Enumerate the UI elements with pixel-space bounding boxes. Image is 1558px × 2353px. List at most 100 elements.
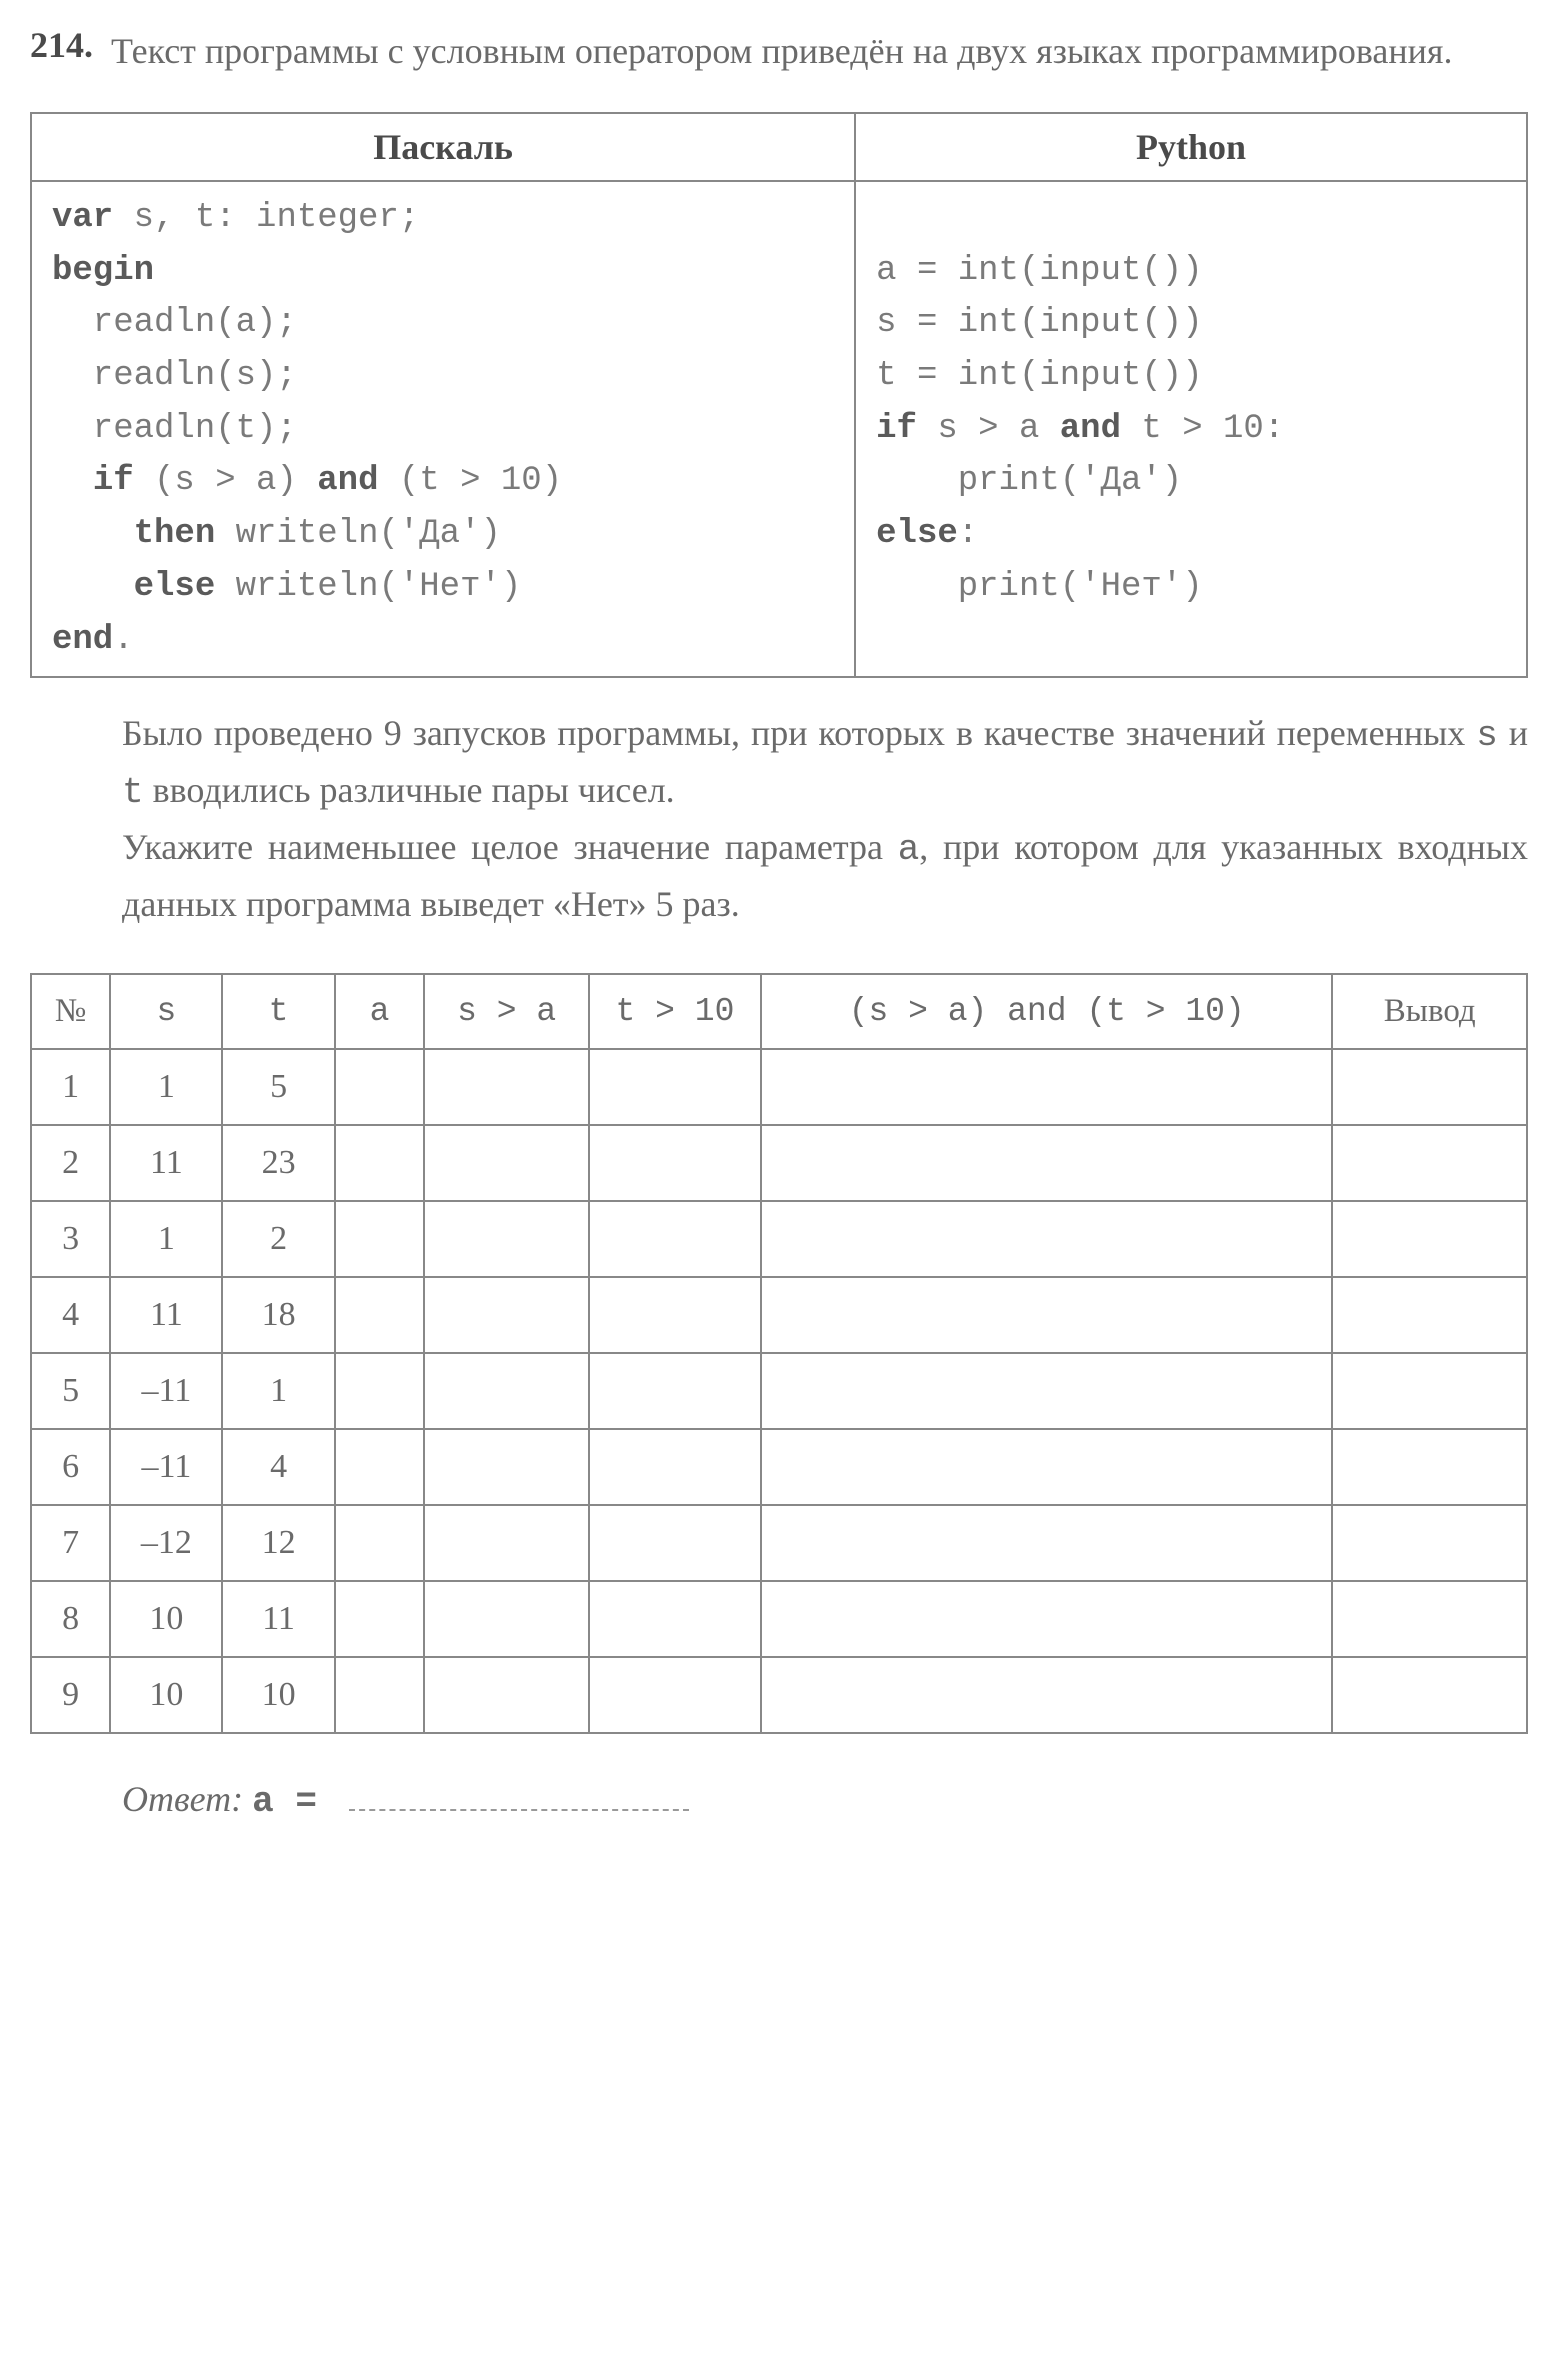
col-header-t: t <box>222 974 334 1049</box>
table-cell <box>589 1429 761 1505</box>
table-cell <box>335 1125 425 1201</box>
data-table: № s t a s > a t > 10 (s > a) and (t > 10… <box>30 973 1528 1734</box>
answer-row: Ответ: a = <box>122 1778 1528 1822</box>
inline-var-t: t <box>122 772 144 813</box>
table-cell <box>761 1657 1332 1733</box>
table-cell <box>335 1049 425 1125</box>
table-row: 6–114 <box>31 1429 1527 1505</box>
table-cell <box>424 1353 589 1429</box>
table-row: 7–1212 <box>31 1505 1527 1581</box>
answer-eq: = <box>274 1781 339 1822</box>
table-cell <box>424 1201 589 1277</box>
table-cell: 11 <box>110 1125 222 1201</box>
table-cell <box>424 1505 589 1581</box>
table-cell <box>761 1429 1332 1505</box>
table-cell <box>335 1429 425 1505</box>
problem-body: Было проведено 9 запусков программы, при… <box>122 706 1528 931</box>
table-cell <box>335 1277 425 1353</box>
python-header: Python <box>855 113 1527 181</box>
table-cell <box>424 1581 589 1657</box>
col-header-out: Вывод <box>1332 974 1527 1049</box>
table-row: 312 <box>31 1201 1527 1277</box>
table-cell <box>589 1657 761 1733</box>
table-cell <box>1332 1581 1527 1657</box>
table-cell: 11 <box>222 1581 334 1657</box>
table-cell: –12 <box>110 1505 222 1581</box>
table-cell: 4 <box>222 1429 334 1505</box>
table-cell <box>335 1657 425 1733</box>
problem-number: 214. <box>30 24 93 66</box>
table-row: 41118 <box>31 1277 1527 1353</box>
table-row: 115 <box>31 1049 1527 1125</box>
table-cell: 2 <box>222 1201 334 1277</box>
table-cell: 10 <box>110 1657 222 1733</box>
table-cell: 1 <box>110 1049 222 1125</box>
table-cell <box>1332 1353 1527 1429</box>
table-cell <box>761 1353 1332 1429</box>
table-cell: 1 <box>222 1353 334 1429</box>
col-header-and: (s > a) and (t > 10) <box>761 974 1332 1049</box>
table-cell <box>761 1505 1332 1581</box>
pascal-code: var s, t: integer; begin readln(a); read… <box>31 181 855 677</box>
table-cell <box>589 1505 761 1581</box>
problem-header: 214. Текст программы с условным оператор… <box>30 24 1528 78</box>
table-cell <box>761 1581 1332 1657</box>
table-cell <box>424 1277 589 1353</box>
table-cell <box>1332 1049 1527 1125</box>
table-cell <box>761 1201 1332 1277</box>
table-cell: 1 <box>110 1201 222 1277</box>
col-header-sa: s > a <box>424 974 589 1049</box>
table-cell <box>1332 1505 1527 1581</box>
pascal-kw-end: end <box>52 621 113 659</box>
table-cell: 10 <box>222 1657 334 1733</box>
col-header-s: s <box>110 974 222 1049</box>
table-cell: 3 <box>31 1201 110 1277</box>
table-cell <box>424 1429 589 1505</box>
table-cell <box>589 1201 761 1277</box>
table-cell <box>335 1201 425 1277</box>
table-cell <box>761 1277 1332 1353</box>
table-cell: 6 <box>31 1429 110 1505</box>
pascal-kw-if: if <box>93 462 134 500</box>
col-header-n: № <box>31 974 110 1049</box>
python-kw-else: else <box>876 515 958 553</box>
table-cell <box>761 1049 1332 1125</box>
paragraph-1: Было проведено 9 запусков программы, при… <box>122 706 1528 820</box>
table-cell: 5 <box>31 1353 110 1429</box>
table-cell <box>1332 1201 1527 1277</box>
table-cell: 2 <box>31 1125 110 1201</box>
pascal-kw-else: else <box>134 568 216 606</box>
table-cell <box>1332 1657 1527 1733</box>
pascal-kw-and: and <box>317 462 378 500</box>
table-row: 81011 <box>31 1581 1527 1657</box>
python-kw-if: if <box>876 410 917 448</box>
problem-statement: Текст программы с условным оператором пр… <box>111 24 1453 78</box>
paragraph-2: Укажите наименьшее целое значение параме… <box>122 820 1528 931</box>
inline-var-a: a <box>898 829 920 870</box>
col-header-t10: t > 10 <box>589 974 761 1049</box>
table-cell: 9 <box>31 1657 110 1733</box>
table-cell <box>335 1505 425 1581</box>
pascal-kw-var: var <box>52 199 113 237</box>
answer-label: Ответ: <box>122 1779 243 1819</box>
table-cell: 8 <box>31 1581 110 1657</box>
table-cell <box>1332 1277 1527 1353</box>
table-cell <box>589 1353 761 1429</box>
table-cell: 1 <box>31 1049 110 1125</box>
table-cell <box>335 1581 425 1657</box>
table-cell: 5 <box>222 1049 334 1125</box>
table-header-row: № s t a s > a t > 10 (s > a) and (t > 10… <box>31 974 1527 1049</box>
pascal-header: Паскаль <box>31 113 855 181</box>
table-cell: 11 <box>110 1277 222 1353</box>
table-cell: 12 <box>222 1505 334 1581</box>
table-cell <box>761 1125 1332 1201</box>
table-cell: –11 <box>110 1353 222 1429</box>
col-header-a: a <box>335 974 425 1049</box>
table-cell <box>424 1049 589 1125</box>
table-cell: 23 <box>222 1125 334 1201</box>
table-cell <box>589 1125 761 1201</box>
table-cell <box>1332 1429 1527 1505</box>
answer-var: a <box>252 1781 274 1822</box>
table-cell <box>335 1353 425 1429</box>
table-row: 91010 <box>31 1657 1527 1733</box>
